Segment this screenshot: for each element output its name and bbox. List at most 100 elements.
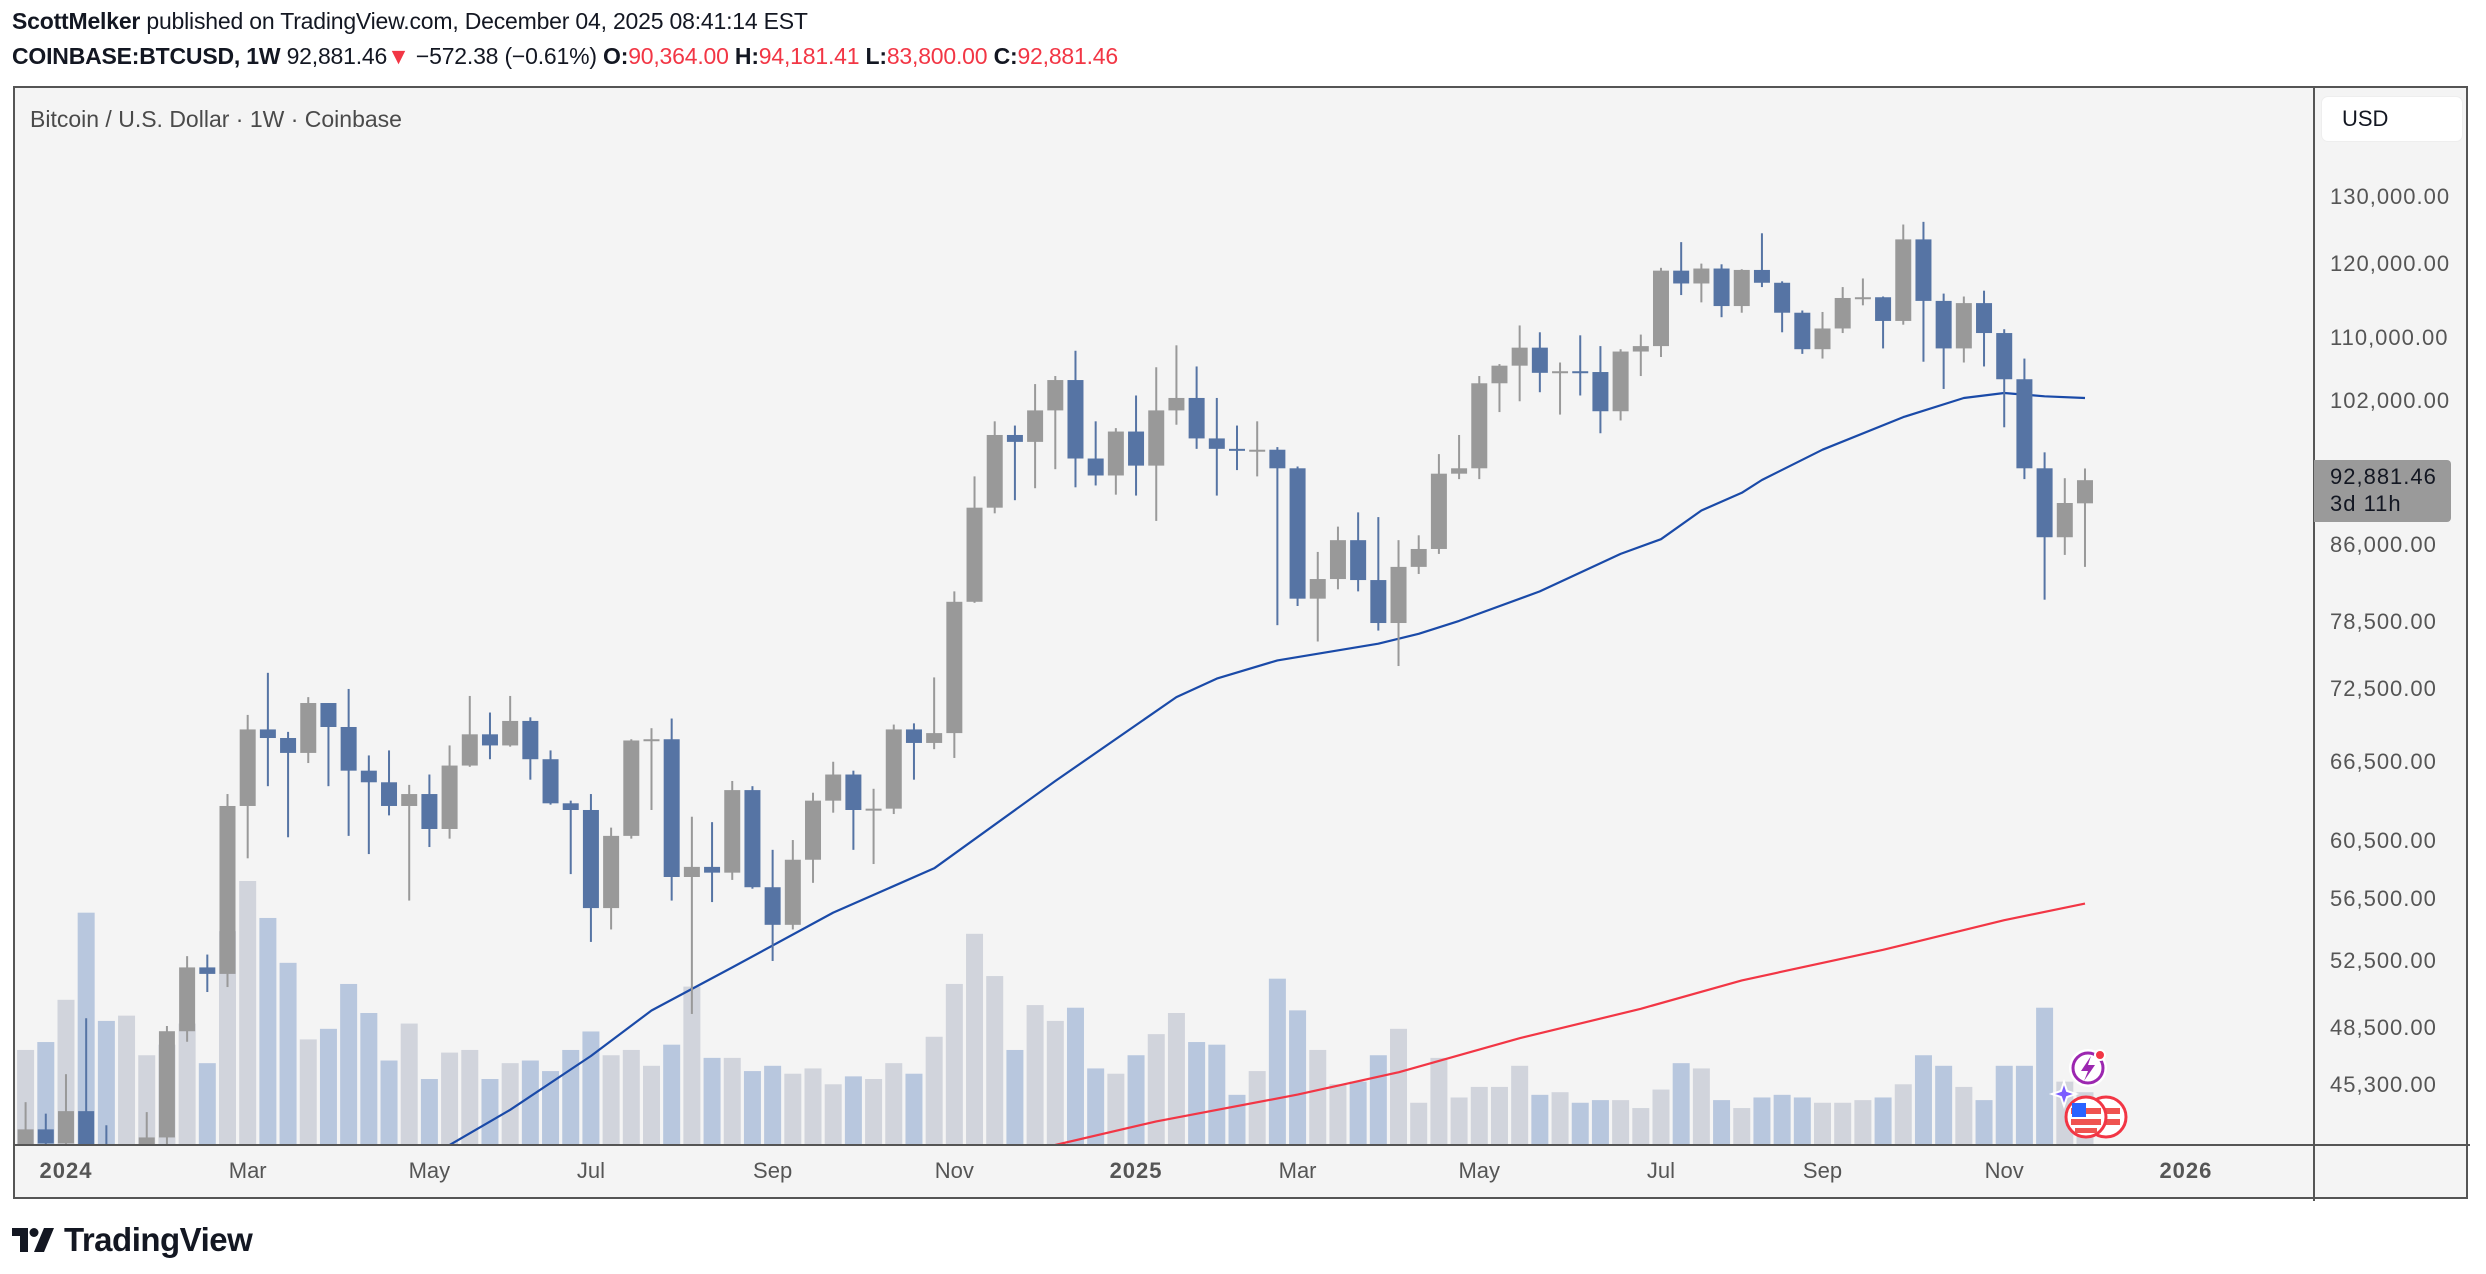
candle[interactable] (1511, 325, 1528, 402)
candle[interactable] (724, 780, 741, 880)
candle[interactable] (2016, 358, 2033, 480)
candle[interactable] (441, 745, 458, 839)
candle[interactable] (1027, 384, 1044, 489)
candle[interactable] (158, 1026, 175, 1144)
candle[interactable] (1430, 454, 1447, 554)
candle[interactable] (845, 770, 862, 850)
candle[interactable] (320, 703, 337, 787)
candle[interactable] (522, 717, 539, 780)
candle[interactable] (1895, 224, 1912, 325)
candle[interactable] (1006, 425, 1023, 501)
candle[interactable] (663, 718, 680, 901)
candle[interactable] (199, 954, 216, 993)
candle[interactable] (764, 849, 781, 961)
candle[interactable] (78, 1018, 95, 1159)
candle[interactable] (946, 591, 963, 758)
candle[interactable] (1067, 350, 1084, 488)
candle[interactable] (1854, 278, 1871, 306)
candle[interactable] (1753, 233, 1770, 288)
candle[interactable] (744, 786, 761, 889)
candle[interactable] (966, 476, 983, 603)
candle[interactable] (17, 1102, 34, 1178)
candle[interactable] (1370, 517, 1387, 631)
candle[interactable] (219, 794, 236, 988)
candle[interactable] (1451, 434, 1468, 480)
candle[interactable] (1128, 395, 1145, 496)
candle[interactable] (98, 1125, 114, 1184)
lightning-event-icon[interactable] (2069, 1049, 2107, 1087)
candle[interactable] (1309, 551, 1326, 642)
candle[interactable] (340, 688, 357, 836)
candle[interactable] (1976, 290, 1993, 367)
candle[interactable] (1935, 293, 1952, 389)
candle[interactable] (1087, 421, 1104, 486)
currency-button[interactable]: USD (2322, 97, 2462, 141)
candle[interactable] (401, 784, 418, 901)
candle[interactable] (381, 750, 398, 816)
candle[interactable] (1955, 296, 1972, 363)
candle[interactable] (2056, 478, 2073, 555)
candle[interactable] (1188, 366, 1205, 449)
candle[interactable] (885, 724, 902, 815)
candle[interactable] (562, 800, 579, 875)
candle[interactable] (1794, 310, 1811, 354)
candle[interactable] (1329, 526, 1346, 590)
candle[interactable] (582, 794, 599, 942)
candle[interactable] (1168, 345, 1185, 425)
candle[interactable] (784, 840, 801, 930)
candle[interactable] (683, 816, 700, 1014)
candle[interactable] (704, 822, 721, 903)
candle[interactable] (2076, 468, 2093, 567)
candle[interactable] (825, 761, 842, 813)
candle[interactable] (1612, 349, 1629, 421)
us-flag-event-icon[interactable] (2064, 1095, 2128, 1139)
candle[interactable] (1592, 346, 1609, 434)
candle[interactable] (1491, 364, 1508, 413)
candle[interactable] (542, 750, 559, 805)
candle[interactable] (1471, 376, 1488, 480)
candle[interactable] (865, 788, 882, 865)
candle[interactable] (2036, 452, 2053, 600)
candle[interactable] (360, 755, 377, 855)
candle[interactable] (1148, 367, 1165, 521)
candle[interactable] (1249, 421, 1266, 477)
candle[interactable] (926, 677, 943, 750)
candle[interactable] (643, 728, 660, 810)
candle[interactable] (1693, 263, 1710, 303)
candle[interactable] (1996, 329, 2013, 428)
candle[interactable] (805, 792, 822, 883)
candle[interactable] (1652, 267, 1669, 358)
candle[interactable] (1047, 376, 1064, 470)
candle[interactable] (421, 774, 438, 848)
candle[interactable] (1107, 428, 1124, 495)
candle[interactable] (1572, 335, 1589, 396)
candle[interactable] (138, 1112, 155, 1152)
candle[interactable] (481, 712, 498, 760)
candle[interactable] (280, 731, 297, 838)
candle[interactable] (1390, 540, 1407, 667)
candle[interactable] (461, 695, 478, 767)
candle[interactable] (57, 1074, 74, 1174)
candle[interactable] (1774, 281, 1791, 333)
candle[interactable] (986, 421, 1003, 514)
candle[interactable] (1531, 332, 1548, 393)
candle[interactable] (1673, 242, 1690, 296)
candle[interactable] (1834, 287, 1851, 334)
candle[interactable] (1915, 221, 1932, 362)
candle[interactable] (119, 1145, 135, 1222)
candle[interactable] (603, 827, 620, 930)
candle[interactable] (1289, 466, 1306, 606)
candle[interactable] (179, 956, 196, 1042)
candle[interactable] (1713, 264, 1730, 318)
candle[interactable] (1229, 425, 1245, 471)
candle[interactable] (1814, 311, 1831, 359)
candle[interactable] (1552, 362, 1569, 415)
candle[interactable] (1632, 334, 1649, 377)
candle[interactable] (905, 723, 922, 780)
candle[interactable] (1733, 269, 1750, 313)
event-markers[interactable] (2048, 1049, 2128, 1139)
candle[interactable] (1208, 397, 1225, 496)
candle[interactable] (37, 1113, 54, 1159)
candle[interactable] (1875, 296, 1892, 349)
